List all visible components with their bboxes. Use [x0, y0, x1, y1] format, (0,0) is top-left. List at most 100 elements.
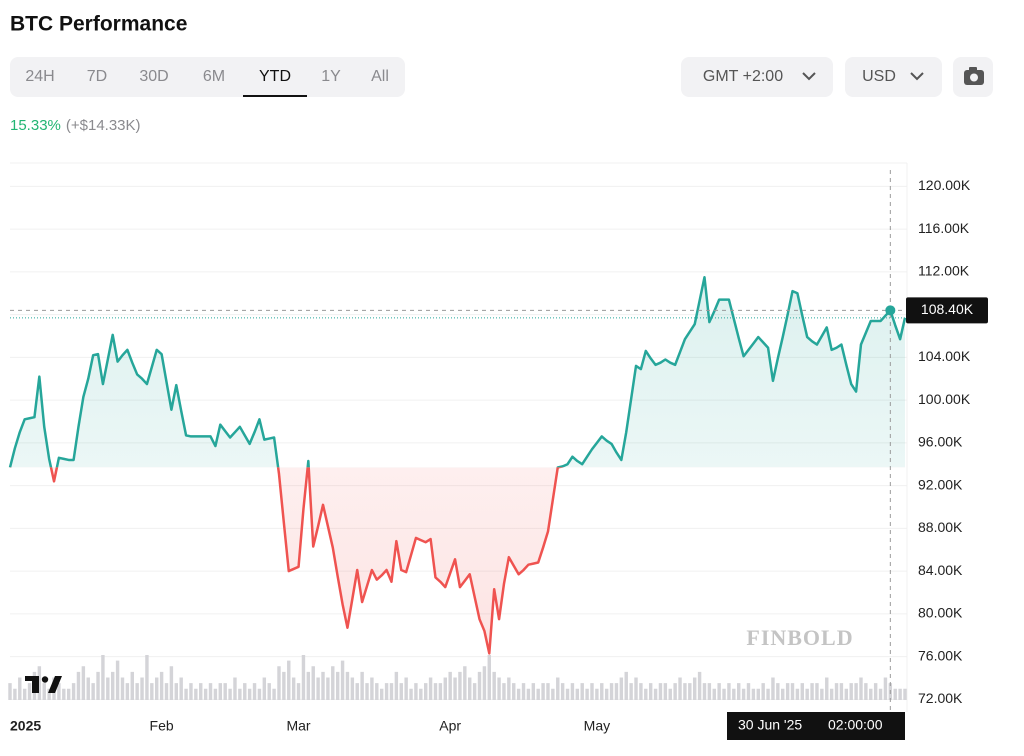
volume-bar [560, 683, 565, 700]
volume-bar [712, 688, 716, 700]
volume-bar [864, 683, 868, 700]
volume-bar [903, 688, 907, 700]
volume-bar [663, 683, 668, 700]
volume-bar [565, 688, 570, 700]
volume-bar [169, 666, 174, 700]
volume-bar [252, 683, 257, 700]
title: BTC Performance [10, 13, 187, 36]
change-amount: (+$14.33K) [66, 117, 141, 134]
volume-bar [531, 683, 536, 700]
volume-bar [355, 683, 359, 700]
volume-bar [609, 683, 614, 700]
volume-bar [238, 688, 242, 700]
volume-bar [66, 688, 71, 700]
range-tab[interactable]: YTD [259, 68, 291, 85]
currency-dropdown[interactable]: USD [845, 57, 942, 97]
currency-dropdown-bg[interactable] [845, 57, 942, 97]
volume-bar [199, 683, 203, 700]
range-tab-bar [10, 57, 405, 97]
volume-bar [644, 688, 648, 700]
volume-bar [125, 683, 130, 700]
volume-bar [639, 683, 643, 700]
volume-bar [502, 683, 506, 700]
chevron[interactable] [910, 72, 924, 81]
volume-bar [120, 677, 125, 700]
volume-bar [829, 688, 834, 700]
area-down [10, 467, 905, 654]
volume-bar [585, 688, 589, 700]
volume-bar [756, 688, 760, 700]
crosshair-price-bg [906, 297, 988, 324]
range-tab[interactable]: 30D [139, 68, 168, 85]
range-tab[interactable]: 1Y [321, 68, 341, 85]
range-tab[interactable]: 6M [203, 68, 225, 85]
volume-bar [91, 683, 95, 700]
volume-bar [375, 683, 379, 700]
volume-bar [727, 683, 731, 700]
timezone-dropdown[interactable]: GMT +2:00 [681, 57, 833, 97]
camera-lens[interactable] [970, 73, 978, 82]
crosshair-price-label: 108.40K [921, 301, 974, 317]
timezone-dropdown-bg[interactable] [681, 57, 833, 97]
volume-bar [296, 683, 301, 700]
currency-label[interactable]: USD [862, 68, 896, 85]
volume-bar [428, 677, 433, 700]
range-tab[interactable]: 7D [87, 68, 107, 85]
volume-bar [233, 677, 237, 700]
volume-bar [174, 683, 178, 700]
volume-bar [223, 683, 227, 700]
volume-bar [614, 683, 619, 700]
range-tab[interactable]: 24H [25, 68, 54, 85]
volume-bar [282, 671, 286, 700]
volume-bar [110, 671, 115, 700]
camera-icon[interactable] [969, 67, 977, 71]
volume-bar [306, 671, 311, 700]
volume-bar [521, 683, 526, 700]
active-tab-underline[interactable] [243, 95, 307, 97]
chevron[interactable] [802, 72, 816, 81]
y-tick-label: 84.00K [918, 562, 963, 578]
plot [8, 170, 907, 712]
volume-bar [849, 683, 853, 700]
volume-bar [595, 688, 599, 700]
volume-bar [423, 683, 428, 700]
volume-bar [335, 671, 340, 700]
volume-bar [340, 660, 345, 700]
y-tick-label: 96.00K [918, 434, 963, 450]
volume-bar [468, 677, 472, 700]
volume-bar [267, 683, 271, 700]
watermark: FINBOLD [746, 625, 853, 650]
volume-bar [62, 688, 66, 700]
volume-bar [389, 683, 394, 700]
volume-bar [878, 688, 883, 700]
volume-bar [76, 671, 81, 700]
volume-bar [624, 671, 628, 700]
volume-bar [737, 683, 741, 700]
volume-bar [487, 655, 492, 700]
volume-bar [243, 683, 247, 700]
volume-bar [619, 677, 624, 700]
volume-bar [541, 683, 545, 700]
volume-bar [507, 677, 511, 700]
volume-bar [311, 666, 315, 700]
volume-bar [839, 683, 844, 700]
range-tabs: 24H 7D 30D 6M YTD 1Y All [25, 68, 389, 97]
volume-bar [732, 688, 736, 700]
volume-bar [179, 677, 183, 700]
price-line-down [10, 467, 564, 655]
volume-bar [18, 677, 22, 700]
volume-bar [463, 666, 467, 700]
volume-bar [399, 683, 403, 700]
volume-bar [365, 683, 369, 700]
volume-bar [394, 671, 399, 700]
volume-bar [326, 677, 330, 700]
range-tab[interactable]: All [371, 68, 389, 85]
volume-bar [492, 671, 496, 700]
logo-part [48, 676, 62, 693]
timezone-label[interactable]: GMT +2:00 [703, 68, 783, 85]
screenshot-button[interactable] [953, 57, 993, 97]
volume-bar [360, 671, 364, 700]
volume-bar [536, 688, 540, 700]
volume-bar [653, 688, 658, 700]
volume-bar [189, 683, 193, 700]
